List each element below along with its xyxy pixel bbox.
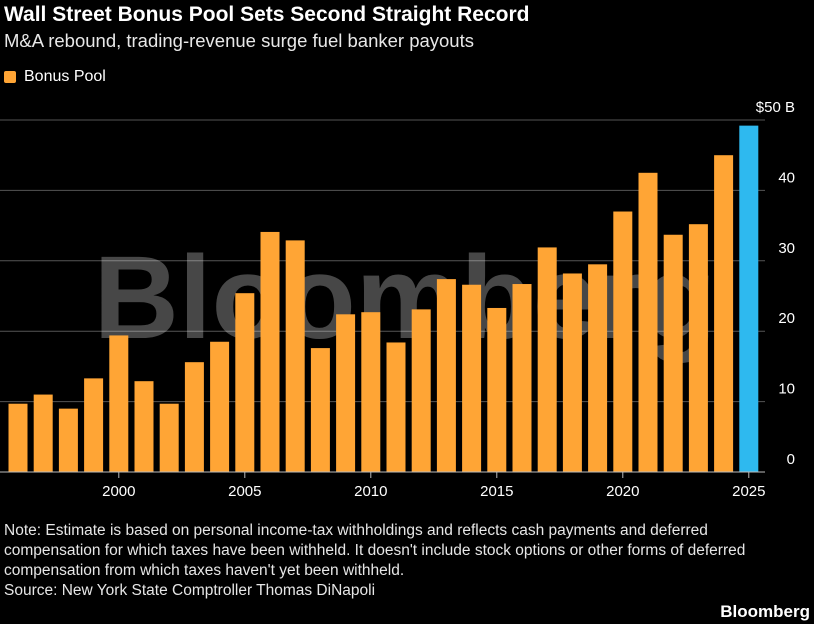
bar-2020 xyxy=(613,211,633,472)
bar-2006 xyxy=(260,231,280,472)
x-tick-label: 2000 xyxy=(102,483,135,500)
x-tick-label: 2020 xyxy=(606,483,639,500)
watermark: Bloomberg xyxy=(94,232,717,364)
chart-note: Note: Estimate is based on personal inco… xyxy=(4,522,746,579)
bar-2021 xyxy=(638,172,658,473)
bar-2010 xyxy=(361,312,381,472)
bar-1998 xyxy=(58,408,78,472)
legend-swatch xyxy=(4,71,16,83)
bar-2013 xyxy=(436,279,456,472)
bar-2025 xyxy=(739,125,759,472)
bar-1999 xyxy=(84,378,104,472)
chart-source: Source: New York State Comptroller Thoma… xyxy=(4,582,376,599)
x-tick-label: 2005 xyxy=(228,483,261,500)
bar-2024 xyxy=(714,155,734,472)
bar-2011 xyxy=(386,342,406,472)
bar-2019 xyxy=(588,264,608,472)
chart-subtitle: M&A rebound, trading-revenue surge fuel … xyxy=(4,30,474,51)
bar-2004 xyxy=(210,341,230,472)
y-tick-label: 30 xyxy=(778,240,795,257)
bar-2012 xyxy=(411,309,431,472)
bar-2023 xyxy=(688,224,708,472)
bar-1996 xyxy=(8,403,28,472)
bar-2000 xyxy=(109,335,129,472)
y-tick-label: 10 xyxy=(778,381,795,398)
bar-2016 xyxy=(512,284,532,472)
bar-2007 xyxy=(285,240,305,472)
bar-2002 xyxy=(159,403,179,472)
y-tick-label: 0 xyxy=(787,451,795,468)
bloomberg-logo: Bloomberg xyxy=(720,602,810,621)
y-tick-label: 40 xyxy=(778,169,795,186)
x-tick-label: 2025 xyxy=(732,483,765,500)
bar-2009 xyxy=(336,314,356,472)
y-tick-label: 20 xyxy=(778,310,795,327)
bar-2022 xyxy=(663,234,683,472)
bar-2001 xyxy=(134,381,154,472)
legend-label: Bonus Pool xyxy=(24,68,106,85)
x-tick-label: 2010 xyxy=(354,483,387,500)
bar-2014 xyxy=(462,284,482,472)
bar-2015 xyxy=(487,307,507,472)
bar-1997 xyxy=(33,394,53,472)
y-tick-label: $50 B xyxy=(756,99,795,116)
bar-2005 xyxy=(235,293,255,472)
bar-2018 xyxy=(562,273,582,472)
chart-title: Wall Street Bonus Pool Sets Second Strai… xyxy=(4,3,530,26)
bar-2017 xyxy=(537,247,557,472)
legend: Bonus Pool xyxy=(4,68,106,86)
bar-2008 xyxy=(310,348,330,472)
x-tick-label: 2015 xyxy=(480,483,513,500)
bar-2003 xyxy=(184,362,204,472)
